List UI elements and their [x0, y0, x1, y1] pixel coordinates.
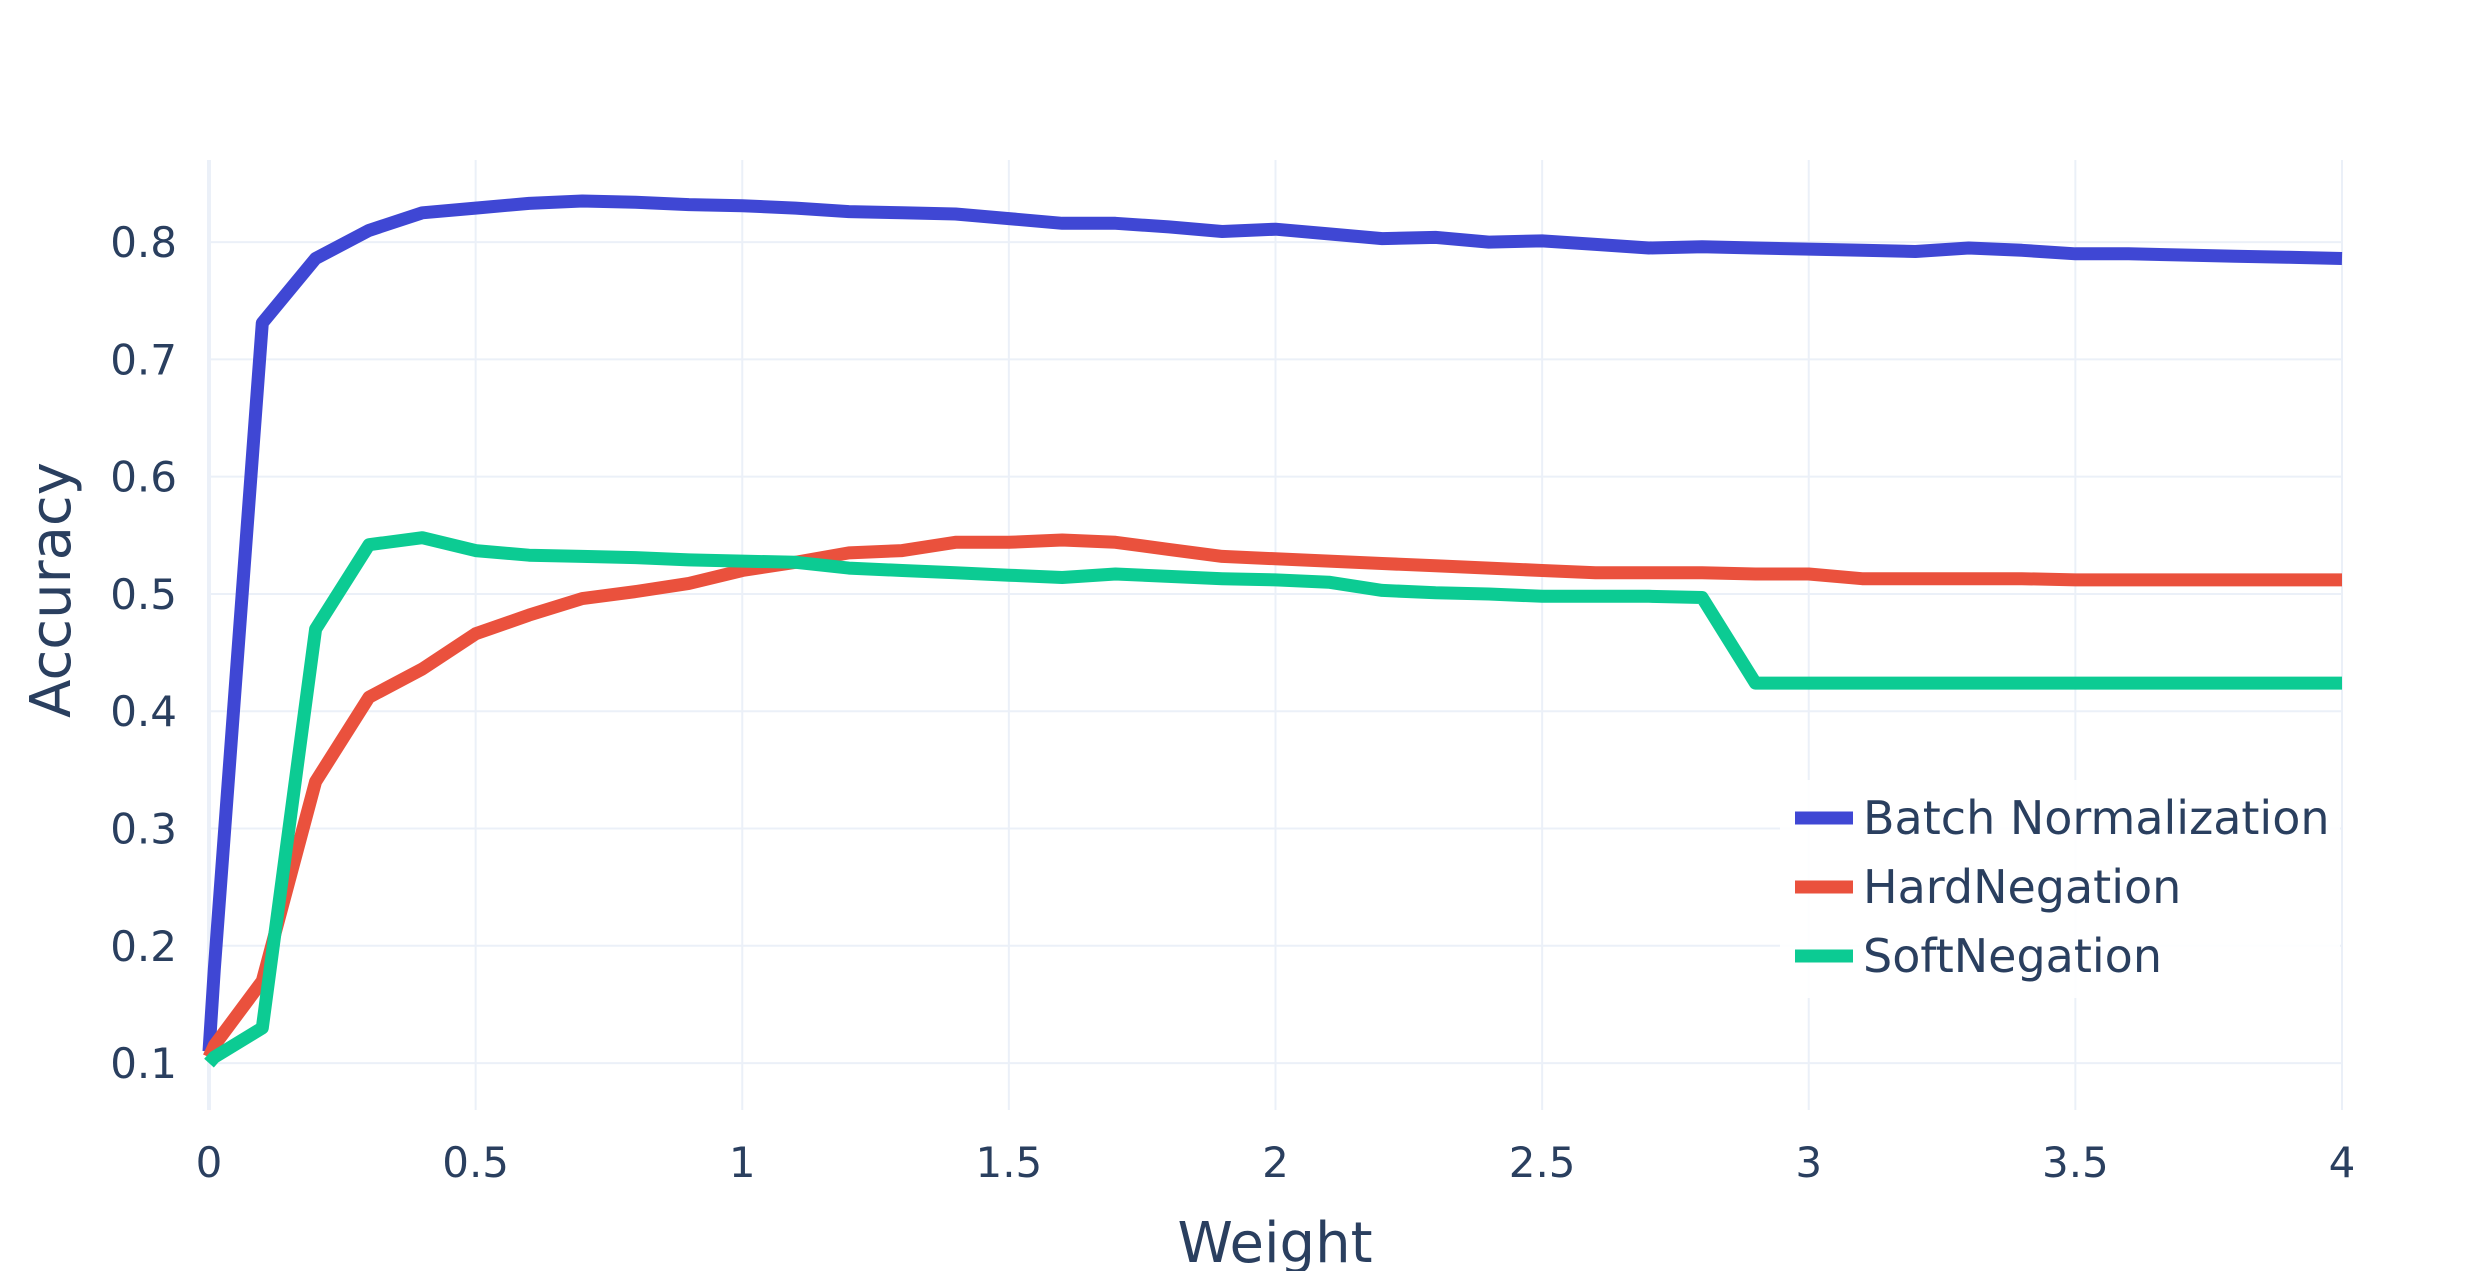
grid-layer: [207, 160, 2343, 1110]
y-tick-label: 0.6: [110, 453, 177, 502]
y-tick-label: 0.7: [110, 335, 177, 384]
legend-label: SoftNegation: [1863, 929, 2162, 983]
x-tick-label: 4: [2329, 1138, 2356, 1187]
series-line-hardnegation: [203, 533, 2342, 1060]
x-tick-label: 1: [729, 1138, 756, 1187]
y-tick-label: 0.3: [110, 805, 177, 854]
y-tick-label: 0.8: [110, 218, 177, 267]
x-tick-label: 2.5: [1509, 1138, 1576, 1187]
legend: Batch Normalization HardNegation SoftNegat…: [1780, 780, 2340, 998]
legend-label: HardNegation: [1863, 860, 2181, 914]
x-tick-label: 0.5: [442, 1138, 509, 1187]
x-tick-label: 0: [196, 1138, 223, 1187]
x-axis-title: Weight: [1177, 1211, 1372, 1271]
y-tick-label: 0.5: [110, 570, 177, 619]
series-line-batch-normalization: [202, 194, 2343, 1052]
series-line-softnegation: [204, 531, 2342, 1068]
series-layer: [202, 194, 2343, 1068]
legend-label: Batch Normalization: [1863, 791, 2330, 845]
legend-background: [1780, 780, 2340, 998]
y-tick-label: 0.2: [110, 922, 177, 971]
x-tick-label: 3.5: [2042, 1138, 2109, 1187]
y-tick-label: 0.4: [110, 687, 177, 736]
y-axis-title: Accuracy: [19, 462, 84, 718]
y-tick-labels: 0.1 0.2 0.3 0.4 0.5 0.6 0.7 0.8: [110, 218, 177, 1088]
x-tick-label: 3: [1795, 1138, 1822, 1187]
x-tick-labels: 0 0.5 1 1.5 2 2.5 3 3.5 4: [196, 1138, 2356, 1187]
x-tick-label: 1.5: [975, 1138, 1042, 1187]
y-tick-label: 0.1: [110, 1039, 177, 1088]
x-tick-label: 2: [1262, 1138, 1289, 1187]
